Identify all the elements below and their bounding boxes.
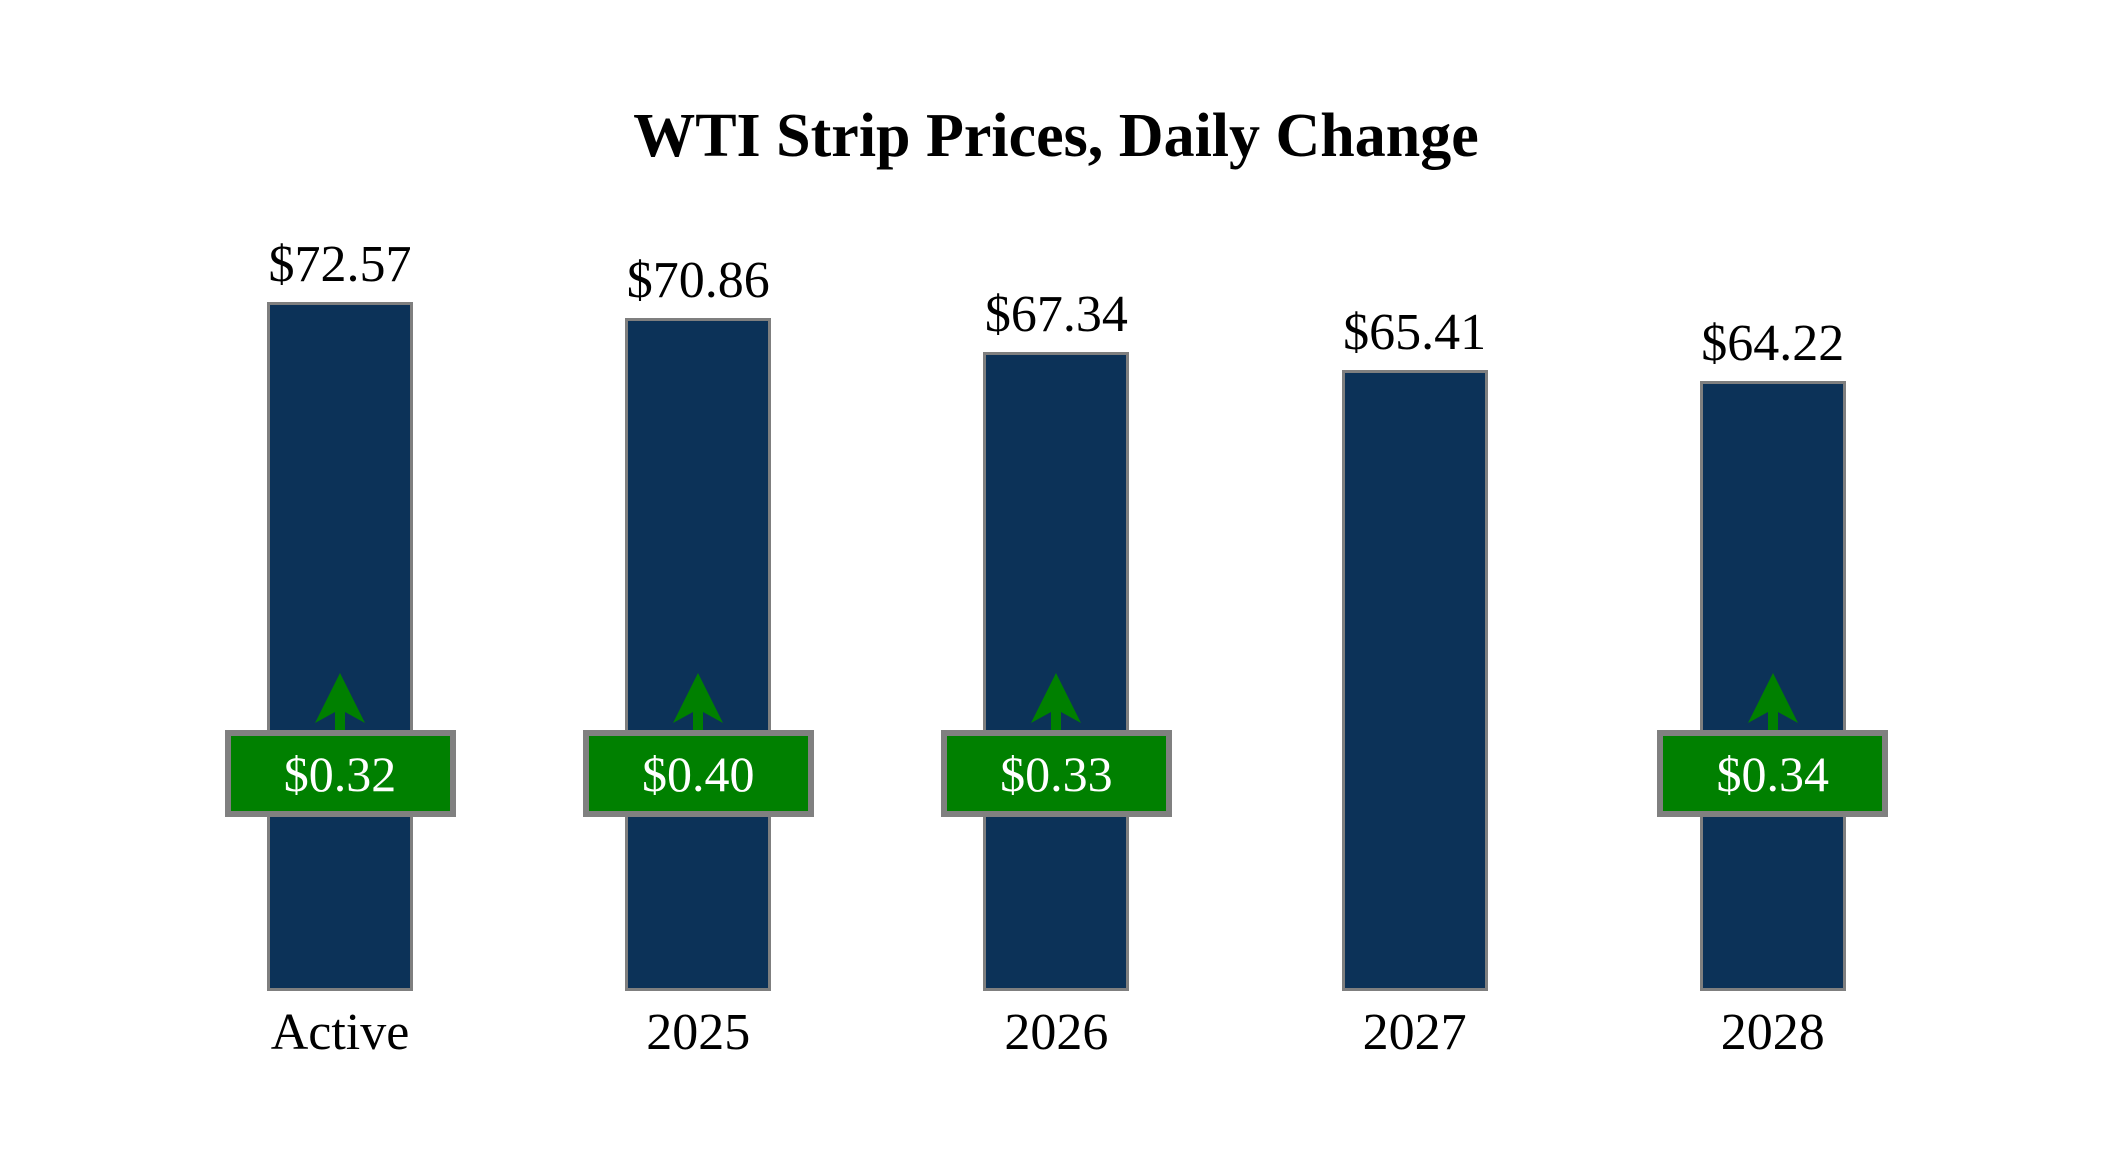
bar-2026 (983, 352, 1130, 991)
daily-change-badge-active: $0.32 (224, 730, 456, 817)
up-arrow-icon (313, 673, 367, 730)
bar-2027 (1341, 370, 1488, 991)
category-label-2025: 2025 (646, 1004, 751, 1061)
price-label-2027: $65.41 (1343, 304, 1487, 361)
price-label-2025: $70.86 (626, 252, 770, 309)
up-arrow-icon (671, 673, 725, 730)
category-label-2027: 2027 (1362, 1004, 1467, 1061)
category-label-2028: 2028 (1720, 1004, 1825, 1061)
price-label-active: $72.57 (268, 236, 412, 293)
price-label-2028: $64.22 (1701, 315, 1845, 372)
daily-change-badge-2028: $0.34 (1657, 730, 1889, 817)
daily-change-badge-2026: $0.33 (940, 730, 1172, 817)
bar-2025 (625, 318, 772, 991)
category-label-2026: 2026 (1004, 1004, 1109, 1061)
daily-change-badge-2025: $0.40 (582, 730, 814, 817)
category-label-active: Active (270, 1004, 410, 1061)
price-label-2026: $67.34 (984, 286, 1128, 343)
chart-title: WTI Strip Prices, Daily Change (633, 102, 1479, 170)
bar-active (267, 302, 413, 991)
up-arrow-icon (1029, 673, 1083, 730)
up-arrow-icon (1746, 673, 1800, 730)
